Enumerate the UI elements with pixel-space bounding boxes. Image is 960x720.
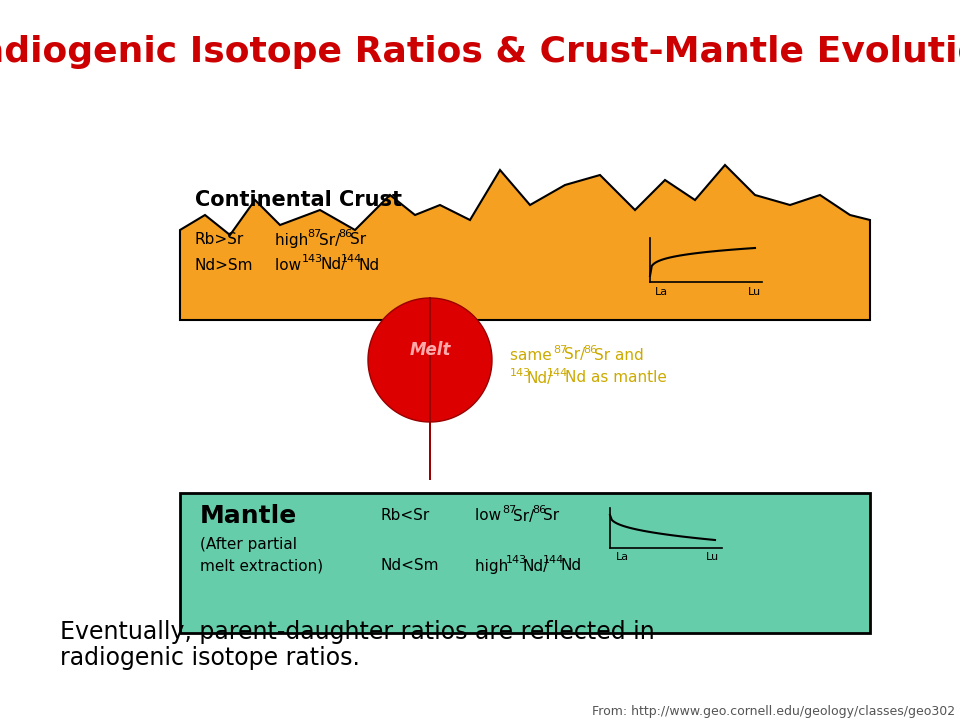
Text: 144: 144 <box>547 368 568 378</box>
Text: Sr: Sr <box>543 508 559 523</box>
Text: 144: 144 <box>341 254 362 264</box>
Text: 87: 87 <box>307 229 322 239</box>
Text: Rb>Sr: Rb>Sr <box>195 233 244 248</box>
Text: 87: 87 <box>502 505 516 515</box>
Text: Nd<Sm: Nd<Sm <box>380 559 439 574</box>
Text: Eventually, parent-daughter ratios are reflected in: Eventually, parent-daughter ratios are r… <box>60 620 655 644</box>
Text: 86: 86 <box>338 229 352 239</box>
Text: Nd: Nd <box>561 559 582 574</box>
Text: (After partial: (After partial <box>200 538 297 552</box>
Text: high: high <box>275 233 313 248</box>
Text: From: http://www.geo.cornell.edu/geology/classes/geo302: From: http://www.geo.cornell.edu/geology… <box>592 706 955 719</box>
Text: Sr/: Sr/ <box>564 348 586 362</box>
Text: Nd/: Nd/ <box>523 559 549 574</box>
Text: Melt: Melt <box>409 341 451 359</box>
Polygon shape <box>368 298 492 480</box>
Text: Sr and: Sr and <box>594 348 644 362</box>
Text: Rb<Sr: Rb<Sr <box>380 508 429 523</box>
Text: La: La <box>655 287 668 297</box>
Text: 143: 143 <box>506 555 527 565</box>
Text: melt extraction): melt extraction) <box>200 559 324 574</box>
Text: Lu: Lu <box>706 552 719 562</box>
Text: 143: 143 <box>510 368 531 378</box>
Text: Mantle: Mantle <box>200 504 298 528</box>
Text: 86: 86 <box>532 505 546 515</box>
Polygon shape <box>180 165 870 320</box>
Text: 87: 87 <box>553 345 567 355</box>
Text: same: same <box>510 348 557 362</box>
Text: Sr: Sr <box>350 233 366 248</box>
Text: Nd as mantle: Nd as mantle <box>565 371 667 385</box>
Text: Sr/: Sr/ <box>319 233 340 248</box>
Text: Nd>Sm: Nd>Sm <box>195 258 253 272</box>
Text: high: high <box>475 559 514 574</box>
Text: Continental Crust: Continental Crust <box>195 190 402 210</box>
Text: Nd/: Nd/ <box>527 371 553 385</box>
Text: 144: 144 <box>543 555 564 565</box>
Text: Nd/: Nd/ <box>320 258 347 272</box>
Text: La: La <box>616 552 629 562</box>
Text: Lu: Lu <box>748 287 761 297</box>
Bar <box>180 493 870 633</box>
Text: Nd: Nd <box>359 258 380 272</box>
Text: Sr/: Sr/ <box>513 508 535 523</box>
Text: low: low <box>275 258 306 272</box>
Text: 143: 143 <box>302 254 324 264</box>
Text: 86: 86 <box>583 345 597 355</box>
Text: radiogenic isotope ratios.: radiogenic isotope ratios. <box>60 646 360 670</box>
Text: low: low <box>475 508 506 523</box>
Text: Radiogenic Isotope Ratios & Crust-Mantle Evolution: Radiogenic Isotope Ratios & Crust-Mantle… <box>0 35 960 69</box>
Bar <box>182 260 868 318</box>
